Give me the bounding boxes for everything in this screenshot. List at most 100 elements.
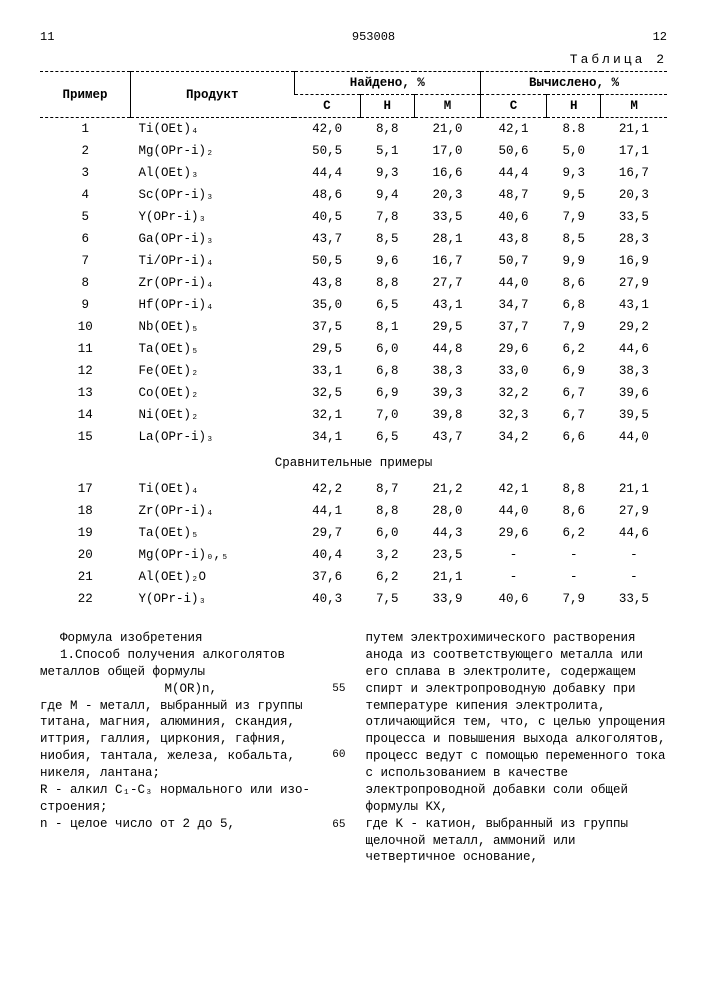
cell-p: Zr(OPr-i)₄ [130, 272, 294, 294]
cell-fh: 6,5 [360, 426, 414, 448]
cell-cm: 39,5 [601, 404, 667, 426]
table-row: 22Y(OPr-i)₃40,37,533,940,67,933,5 [40, 588, 667, 610]
cell-fc: 34,1 [294, 426, 360, 448]
col-found: Найдено, % [294, 72, 480, 95]
cell-cm: 16,7 [601, 162, 667, 184]
lineno-55: 55 [332, 682, 345, 697]
cell-fc: 42,2 [294, 478, 360, 500]
right-column: путем электрохимического растворения ано… [366, 630, 668, 866]
cell-fc: 43,7 [294, 228, 360, 250]
cell-ch: 6,7 [547, 382, 601, 404]
cell-n: 8 [40, 272, 130, 294]
claim-1: 1.Способ получения алкоголятов металлов … [40, 647, 342, 681]
cell-n: 20 [40, 544, 130, 566]
table-row: 12Fe(OEt)₂33,16,838,333,06,938,3 [40, 360, 667, 382]
data-table: Пример Продукт Найдено, % Вычислено, % C… [40, 71, 667, 610]
cell-cc: 48,7 [480, 184, 546, 206]
cell-fh: 6,8 [360, 360, 414, 382]
cell-fh: 9,6 [360, 250, 414, 272]
cell-cm: 29,2 [601, 316, 667, 338]
cell-ch: 5,0 [547, 140, 601, 162]
cell-p: Ti(OEt)₄ [130, 478, 294, 500]
cell-n: 10 [40, 316, 130, 338]
cell-n: 6 [40, 228, 130, 250]
cell-p: Hf(OPr-i)₄ [130, 294, 294, 316]
cell-cc: - [480, 544, 546, 566]
cell-ch: 6,7 [547, 404, 601, 426]
cell-cm: 39,6 [601, 382, 667, 404]
section-title: Сравнительные примеры [40, 448, 667, 478]
cell-fh: 7,5 [360, 588, 414, 610]
cell-fm: 39,8 [414, 404, 480, 426]
cell-cm: 38,3 [601, 360, 667, 382]
cell-fh: 6,5 [360, 294, 414, 316]
cell-p: Mg(OPr-i)₀,₅ [130, 544, 294, 566]
cell-n: 17 [40, 478, 130, 500]
cell-fh: 3,2 [360, 544, 414, 566]
cell-fm: 44,8 [414, 338, 480, 360]
cell-ch: 7,9 [547, 206, 601, 228]
table-row: 20Mg(OPr-i)₀,₅40,43,223,5--- [40, 544, 667, 566]
cell-ch: 8.8 [547, 118, 601, 141]
cell-p: Ni(OEt)₂ [130, 404, 294, 426]
cell-ch: 6,6 [547, 426, 601, 448]
cell-fc: 40,5 [294, 206, 360, 228]
table-row: 3Al(OEt)₃44,49,316,644,49,316,7 [40, 162, 667, 184]
cell-ch: 6,8 [547, 294, 601, 316]
cell-cc: 29,6 [480, 338, 546, 360]
cell-fm: 21,0 [414, 118, 480, 141]
cell-fc: 40,3 [294, 588, 360, 610]
right-para-1: путем электрохимического растворения ано… [366, 630, 668, 816]
cell-fc: 50,5 [294, 250, 360, 272]
cell-cc: 29,6 [480, 522, 546, 544]
cell-fh: 7,8 [360, 206, 414, 228]
cell-cc: 34,7 [480, 294, 546, 316]
cell-fh: 8,5 [360, 228, 414, 250]
cell-fc: 37,5 [294, 316, 360, 338]
cell-fm: 38,3 [414, 360, 480, 382]
cell-p: Mg(OPr-i)₂ [130, 140, 294, 162]
cell-cc: 34,2 [480, 426, 546, 448]
cell-cc: 32,3 [480, 404, 546, 426]
cell-fm: 27,7 [414, 272, 480, 294]
cell-cm: 27,9 [601, 272, 667, 294]
sub-m1: M [414, 95, 480, 118]
table-row: 1Ti(OEt)₄42,08,821,042,18.821,1 [40, 118, 667, 141]
cell-fm: 44,3 [414, 522, 480, 544]
cell-cc: 44,4 [480, 162, 546, 184]
cell-ch: 6,2 [547, 338, 601, 360]
table-title: Таблица 2 [40, 52, 667, 67]
formula-title: Формула изобретения [40, 630, 342, 647]
cell-cc: 50,6 [480, 140, 546, 162]
cell-p: Ta(OEt)₅ [130, 338, 294, 360]
cell-p: Co(OEt)₂ [130, 382, 294, 404]
table-row: 8Zr(OPr-i)₄43,88,827,744,08,627,9 [40, 272, 667, 294]
cell-n: 3 [40, 162, 130, 184]
sub-h2: H [547, 95, 601, 118]
table-row: 9Hf(OPr-i)₄35,06,543,134,76,843,1 [40, 294, 667, 316]
cell-fh: 9,4 [360, 184, 414, 206]
cell-fm: 43,7 [414, 426, 480, 448]
cell-ch: 9,9 [547, 250, 601, 272]
cell-p: Y(OPr-i)₃ [130, 206, 294, 228]
cell-n: 14 [40, 404, 130, 426]
cell-ch: 8,6 [547, 500, 601, 522]
cell-fm: 16,7 [414, 250, 480, 272]
cell-p: Ga(OPr-i)₃ [130, 228, 294, 250]
sub-h1: H [360, 95, 414, 118]
cell-n: 9 [40, 294, 130, 316]
cell-fh: 6,2 [360, 566, 414, 588]
cell-cm: - [601, 566, 667, 588]
page-header: 11 953008 12 [40, 30, 667, 44]
page-right: 12 [653, 30, 667, 44]
cell-cm: 21,1 [601, 118, 667, 141]
cell-fc: 42,0 [294, 118, 360, 141]
sub-c1: C [294, 95, 360, 118]
cell-p: Nb(OEt)₅ [130, 316, 294, 338]
cell-fm: 28,0 [414, 500, 480, 522]
col-product: Продукт [130, 72, 294, 118]
cell-n: 18 [40, 500, 130, 522]
cell-fm: 39,3 [414, 382, 480, 404]
cell-fc: 35,0 [294, 294, 360, 316]
cell-cc: 37,7 [480, 316, 546, 338]
